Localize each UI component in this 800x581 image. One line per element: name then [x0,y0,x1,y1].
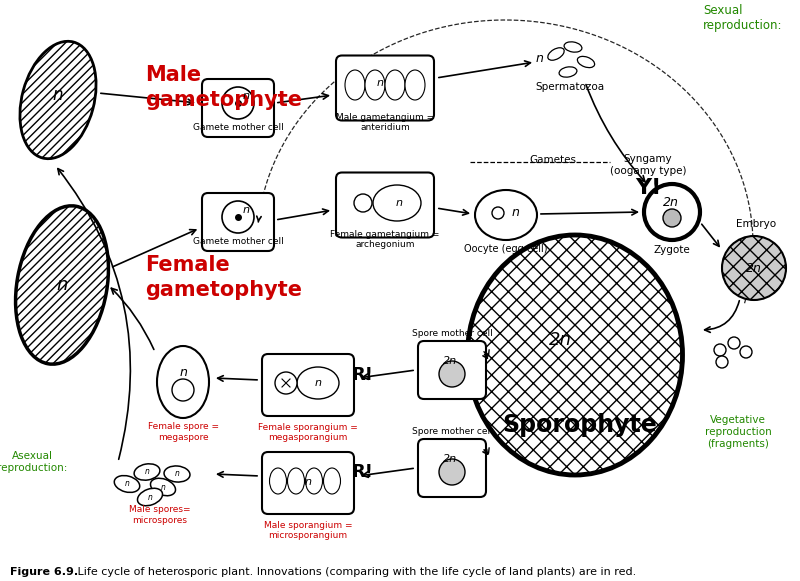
Text: gametophyte: gametophyte [145,90,302,110]
Text: Embryo: Embryo [736,219,776,229]
Text: 2n: 2n [443,356,457,366]
FancyBboxPatch shape [262,452,354,514]
FancyBboxPatch shape [262,354,354,416]
Text: Male sporangium =
microsporangium: Male sporangium = microsporangium [264,521,352,540]
Circle shape [354,194,372,212]
Text: Zygote: Zygote [654,245,690,255]
Text: Female gametangium =
archegonium: Female gametangium = archegonium [330,230,440,249]
Text: n: n [512,206,520,220]
Text: n: n [377,78,383,88]
Circle shape [439,361,465,387]
Ellipse shape [270,468,286,494]
Circle shape [492,207,504,219]
Ellipse shape [297,367,339,399]
Text: Gamete mother cell: Gamete mother cell [193,238,283,246]
Ellipse shape [20,41,96,159]
Ellipse shape [345,70,365,100]
Text: Spore mother cell: Spore mother cell [412,426,492,436]
Text: n: n [314,378,322,388]
Text: n: n [125,479,130,489]
Ellipse shape [578,56,594,67]
Circle shape [716,356,728,368]
Text: n: n [242,91,250,101]
Ellipse shape [559,67,577,77]
Text: n: n [305,477,311,487]
Ellipse shape [373,185,421,221]
Circle shape [644,184,700,240]
Text: 2n: 2n [746,261,762,274]
Ellipse shape [385,70,405,100]
Ellipse shape [475,190,537,240]
Text: n: n [147,493,153,501]
Ellipse shape [157,346,209,418]
Text: 2n: 2n [663,196,679,210]
Ellipse shape [467,235,682,475]
Text: n: n [161,482,166,492]
Text: n: n [179,365,187,378]
Text: Syngamy
(oogamy type): Syngamy (oogamy type) [610,154,686,176]
Circle shape [740,346,752,358]
Circle shape [222,87,254,119]
Text: n: n [56,276,68,294]
Text: Gamete mother cell: Gamete mother cell [193,124,283,132]
Text: gametophyte: gametophyte [145,280,302,300]
Text: Male gametangium =
anteridium: Male gametangium = anteridium [336,113,434,132]
Ellipse shape [548,48,564,60]
Ellipse shape [287,468,305,494]
Text: Vegetative
reproduction
(fragments): Vegetative reproduction (fragments) [705,415,771,449]
Ellipse shape [323,468,341,494]
Circle shape [275,372,297,394]
Ellipse shape [405,70,425,100]
Ellipse shape [138,488,162,505]
Text: n: n [145,468,150,476]
Text: 2n: 2n [549,331,571,349]
Text: Spermatozoa: Spermatozoa [535,82,605,92]
Text: Life cycle of heterosporic plant. Innovations (comparing with the life cycle of : Life cycle of heterosporic plant. Innova… [74,567,636,577]
FancyBboxPatch shape [336,173,434,238]
Ellipse shape [134,464,160,480]
Ellipse shape [164,466,190,482]
FancyBboxPatch shape [202,193,274,251]
Circle shape [222,201,254,233]
Text: Y!: Y! [635,178,661,198]
Circle shape [714,344,726,356]
Text: Female: Female [145,255,230,275]
Ellipse shape [114,476,140,493]
Text: Female sporangium =
megasporangium: Female sporangium = megasporangium [258,423,358,442]
Text: Male spores=
microspores: Male spores= microspores [130,505,190,525]
Circle shape [728,337,740,349]
Circle shape [439,459,465,485]
Text: n: n [174,469,179,479]
FancyBboxPatch shape [202,79,274,137]
Text: R!: R! [351,463,373,481]
Text: Gametes: Gametes [530,155,577,165]
Text: Oocyte (egg cell): Oocyte (egg cell) [464,244,548,254]
Text: Male: Male [145,65,201,85]
Text: Spore mother cell: Spore mother cell [412,328,492,338]
Ellipse shape [15,206,109,364]
Circle shape [722,236,786,300]
FancyBboxPatch shape [418,341,486,399]
Circle shape [663,209,681,227]
Text: Sexual
reproduction:: Sexual reproduction: [703,4,782,32]
Text: n: n [395,198,402,208]
Text: n: n [536,52,544,66]
Ellipse shape [150,478,175,496]
FancyBboxPatch shape [418,439,486,497]
FancyBboxPatch shape [336,56,434,120]
Circle shape [172,379,194,401]
Ellipse shape [306,468,322,494]
Ellipse shape [564,42,582,52]
Text: Sporophyte: Sporophyte [502,413,658,437]
Text: 2n: 2n [443,454,457,464]
Text: Female spore =
megaspore: Female spore = megaspore [147,422,218,442]
Text: n: n [53,86,63,104]
Text: R!: R! [351,366,373,384]
Ellipse shape [365,70,385,100]
Text: Asexual
reproduction:: Asexual reproduction: [0,451,67,473]
Text: Figure 6.9.: Figure 6.9. [10,567,78,577]
Text: n: n [242,205,250,215]
